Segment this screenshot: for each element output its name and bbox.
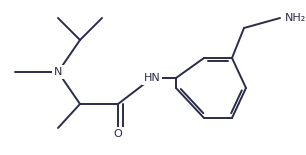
Text: HN: HN xyxy=(144,73,160,83)
Text: NH₂: NH₂ xyxy=(285,13,306,23)
Text: O: O xyxy=(114,129,122,139)
Text: N: N xyxy=(54,67,62,77)
